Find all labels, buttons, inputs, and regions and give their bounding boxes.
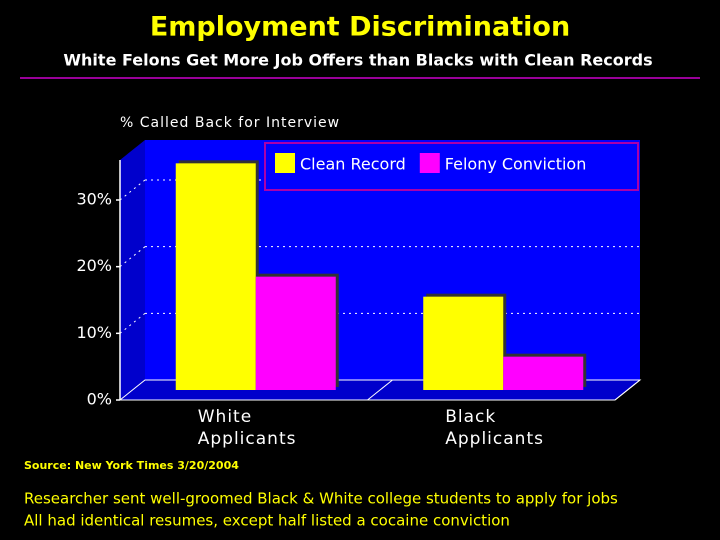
bar	[503, 356, 584, 390]
legend-box	[264, 142, 639, 191]
bar	[175, 163, 256, 390]
legend-label: Clean Record	[300, 155, 406, 174]
bar	[255, 276, 336, 390]
legend-label: Felony Conviction	[445, 155, 587, 174]
y-axis-label: % Called Back for Interview	[120, 115, 340, 131]
y-tick-label: 30%	[76, 190, 112, 209]
x-tick-label: White Applicants	[197, 407, 297, 449]
y-tick-label: 10%	[76, 323, 112, 342]
category-divider	[614, 379, 641, 401]
note: Researcher sent well-groomed Black & Whi…	[24, 490, 618, 508]
chart-title: Employment Discrimination	[150, 12, 570, 43]
legend-swatch	[419, 153, 440, 173]
side-wall	[120, 140, 145, 400]
y-tick-label: 20%	[76, 256, 112, 275]
source: Source: New York Times 3/20/2004	[24, 459, 239, 472]
category-divider	[367, 379, 393, 401]
note: All had identical resumes, except half l…	[24, 512, 510, 530]
legend-swatch	[275, 153, 295, 173]
x-tick-label: Black Applicants	[445, 407, 544, 449]
chart-subtitle: White Felons Get More Job Offers than Bl…	[63, 51, 652, 70]
y-tick-label: 0%	[87, 390, 112, 409]
bar	[423, 296, 504, 390]
